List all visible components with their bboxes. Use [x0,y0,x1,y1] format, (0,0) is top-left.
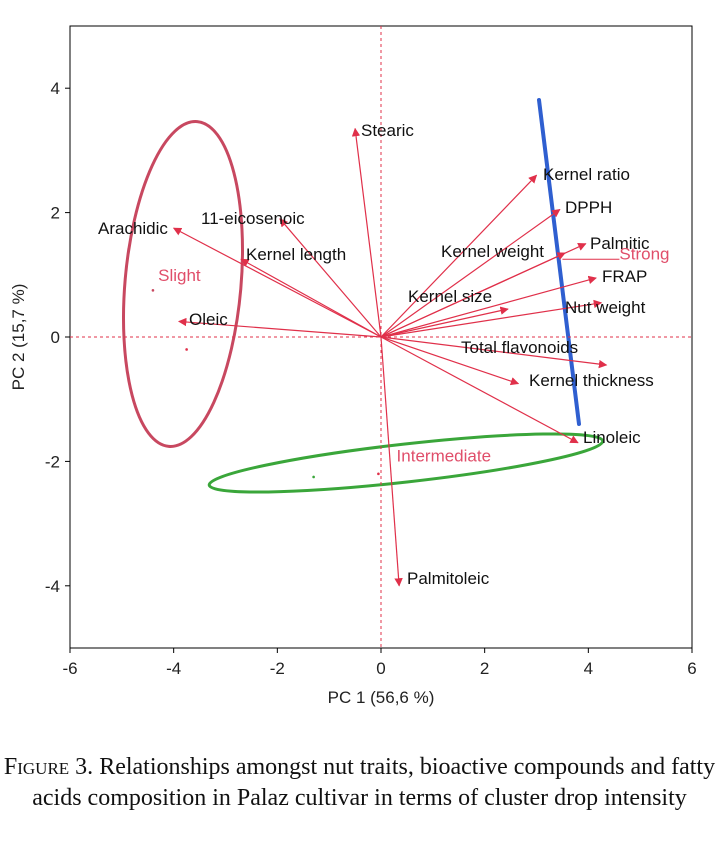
label-kernel-length: Kernel length [246,245,346,264]
arrow-kernel-size [380,306,509,338]
x-tick-label: 4 [584,659,593,678]
x-tick-label: 6 [687,659,696,678]
arrow-kernel-ratio [380,174,538,338]
label-palmitic: Palmitic [590,234,650,253]
label-stearic: Stearic [361,121,414,140]
arrow-kernel-thickness [380,336,520,386]
x-tick-label: 0 [376,659,385,678]
label-kernel-weight: Kernel weight [441,242,544,261]
figure-caption: Figure 3. Relationships amongst nut trai… [0,752,719,814]
label-arachidic: Arachidic [98,219,168,238]
label-kernel-thickness: Kernel thickness [529,371,654,390]
label-11-eicosenoic: 11-eicosenoic [201,209,305,228]
y-tick-label: 4 [51,79,60,98]
arrow-kernel-weight [380,252,566,338]
group-point-intermediate [377,472,380,476]
label-nut-weight: Nut weight [565,298,646,317]
group-center-intermediate [312,475,315,479]
y-tick-label: -2 [45,452,60,471]
arrow-stearic [351,127,382,338]
x-tick-label: -6 [62,659,77,678]
x-tick-label: 2 [480,659,489,678]
label-linoleic: Linoleic [583,428,641,447]
y-tick-label: 0 [51,328,60,347]
arrow-frap [380,275,597,338]
y-axis-title: PC 2 (15,7 %) [9,284,28,391]
caption-text: Relationships amongst nut traits, bioact… [32,754,716,811]
x-tick-label: -2 [270,659,285,678]
label-oleic: Oleic [189,310,228,329]
arrow-arachidic [172,227,382,338]
biplot-chart: Stearic Kernel ratio DPPH Palmitic 11-eicose… [9,25,697,707]
label-total-flavonoids: Total flavonoids [461,338,578,357]
arrow-11-eicosenoic [279,218,382,338]
group-point-slight [185,348,188,351]
group-label-intermediate: Intermediate [397,446,492,465]
label-dpph: DPPH [565,198,612,217]
group-center-slight [151,289,155,292]
label-kernel-size: Kernel size [408,287,492,306]
x-axis-title: PC 1 (56,6 %) [328,688,435,707]
arrow-nut-weight [380,299,603,338]
caption-prefix: Figure 3. [3,754,94,780]
y-tick-label: -4 [45,577,60,596]
group-label-slight: Slight [158,266,201,285]
arrow-kernel-length [240,258,382,338]
arrow-oleic [178,317,382,338]
arrow-palmitoleic [380,336,403,587]
strong-group-line [537,98,581,426]
label-kernel-ratio: Kernel ratio [543,165,630,184]
x-tick-label: -4 [166,659,181,678]
arrow-linoleic [380,336,579,444]
y-tick-label: 2 [51,204,60,223]
slight-ellipse [121,120,245,448]
arrow-total-flavonoids [380,336,608,369]
group-label-strong: Strong [619,244,669,263]
label-palmitoleic: Palmitoleic [407,569,490,588]
arrow-dpph [380,209,561,338]
label-frap: FRAP [602,267,647,286]
intermediate-ellipse [207,432,605,494]
